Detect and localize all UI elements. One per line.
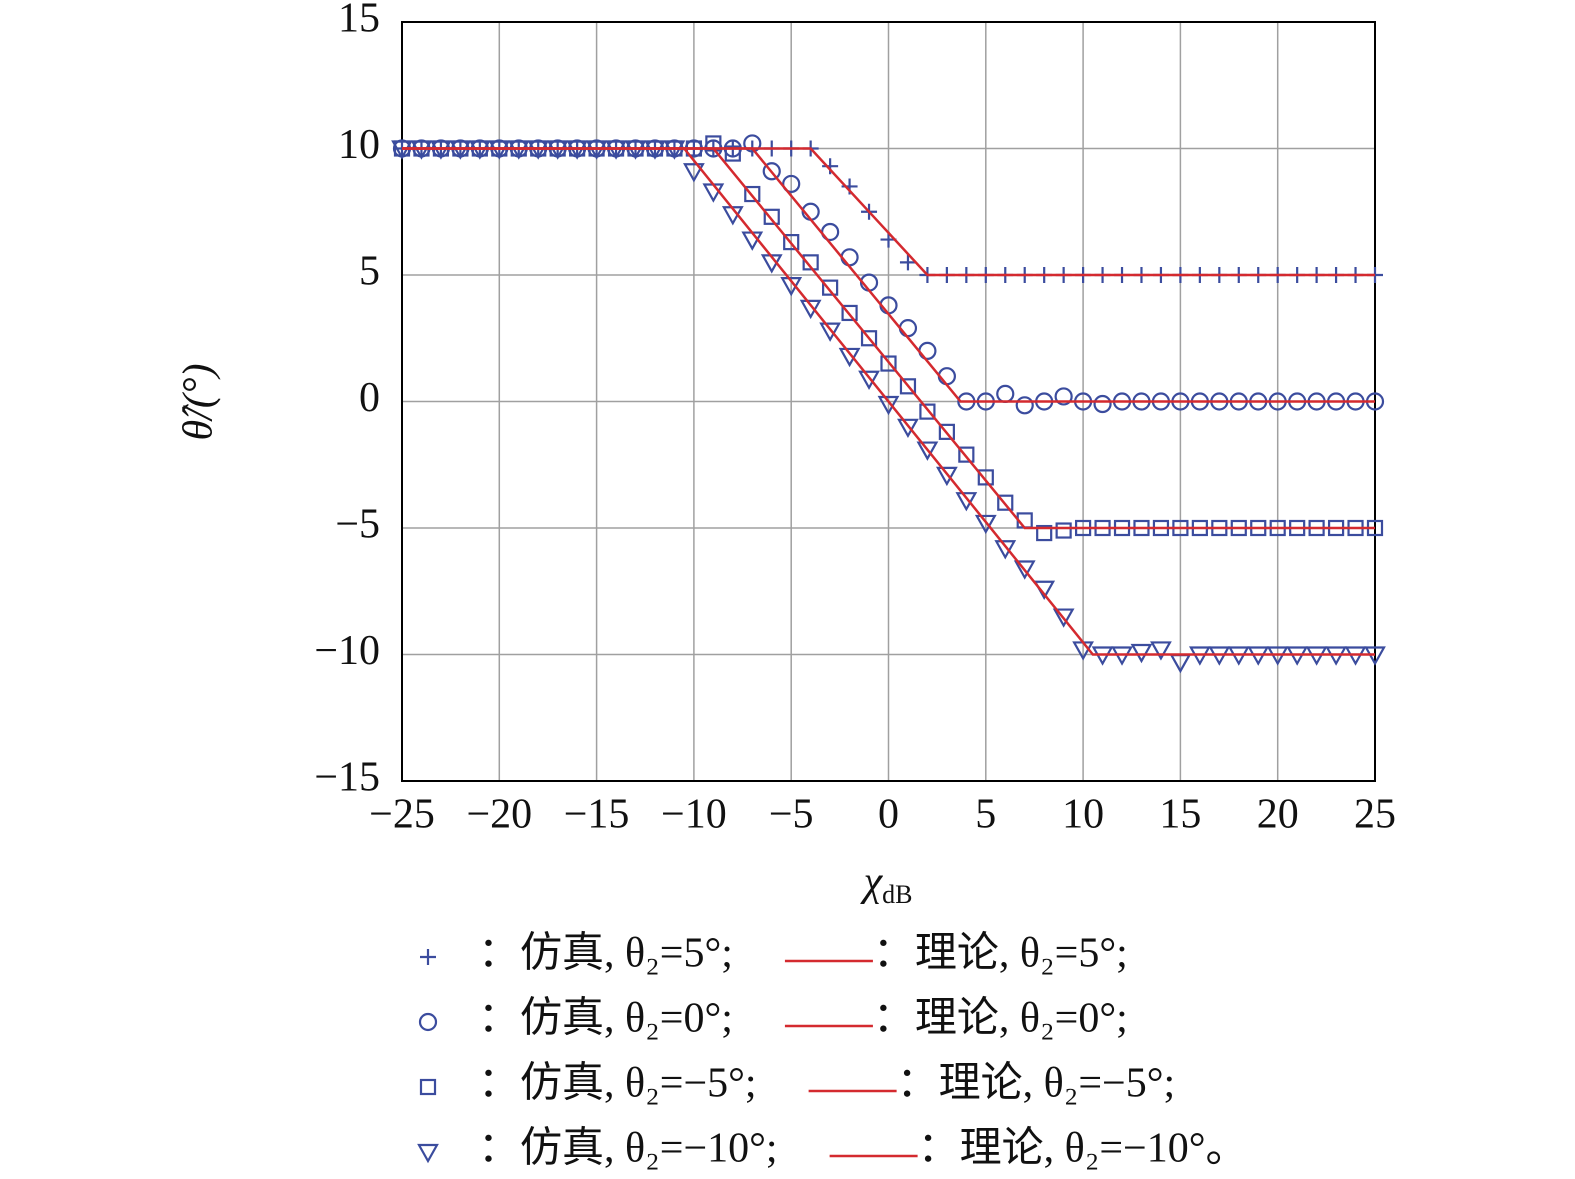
marker: [1015, 396, 1034, 415]
legend-marker: [420, 949, 436, 965]
marker: [1052, 608, 1075, 628]
y-tick-label: −5: [335, 502, 380, 548]
y-tick-label: −10: [314, 628, 380, 674]
legend-label: ：仿真, θ₂=−5°;: [478, 1061, 757, 1107]
marker: [880, 355, 897, 372]
marker: [683, 163, 705, 183]
marker: [763, 208, 780, 225]
legend-label: ：仿真, θ₂=0°;: [478, 996, 733, 1042]
marker: [994, 540, 1017, 560]
x-tick-label: −20: [466, 792, 532, 838]
marker: [858, 370, 880, 390]
marker: [977, 469, 994, 486]
x-tick-label: −10: [661, 792, 727, 838]
marker: [958, 446, 975, 463]
x-tick-label: −25: [369, 792, 435, 838]
x-tick-label: −15: [564, 792, 630, 838]
legend-marker: [419, 1078, 437, 1096]
marker: [1093, 394, 1112, 414]
y-axis-label: θ̂/(°): [176, 363, 222, 440]
marker: [919, 403, 936, 420]
y-tick-label: 0: [359, 375, 380, 421]
marker: [840, 248, 859, 267]
marker: [918, 341, 937, 360]
marker: [1054, 387, 1073, 406]
legend-label: ：理论, θ₂=5°;: [873, 931, 1128, 977]
legend-label: ：仿真, θ₂=5°;: [478, 931, 733, 977]
x-tick-label: 0: [878, 792, 899, 838]
legend-label: ：理论, θ₂=−5°;: [897, 1061, 1176, 1107]
marker: [822, 279, 839, 296]
marker: [935, 466, 958, 487]
legend-marker: [417, 1143, 439, 1164]
legend-label: ：理论, θ₂=0°;: [873, 996, 1128, 1042]
marker: [860, 330, 878, 347]
marker: [974, 514, 997, 535]
x-tick-label: 5: [975, 792, 996, 838]
marker: [897, 418, 919, 439]
x-tick-label: 25: [1354, 792, 1396, 838]
marker: [841, 304, 858, 322]
marker: [819, 322, 842, 342]
marker: [1150, 641, 1172, 661]
marker: [1055, 522, 1072, 539]
marker: [1036, 524, 1053, 542]
marker: [1130, 643, 1153, 664]
marker: [1013, 560, 1036, 580]
marker: [938, 423, 955, 440]
x-tick-label: 20: [1257, 792, 1299, 838]
x-axis-label: χdB: [860, 859, 913, 909]
legend-label: ：仿真, θ₂=−10°;: [478, 1126, 778, 1172]
marker: [743, 134, 762, 153]
x-tick-label: 15: [1159, 792, 1201, 838]
marker: [996, 384, 1015, 404]
marker: [877, 395, 900, 416]
legend-marker: [418, 1012, 438, 1032]
marker: [955, 492, 978, 512]
marker: [762, 162, 781, 181]
x-tick-label: −5: [769, 792, 814, 838]
legend-label: ：理论, θ₂=−10°。: [918, 1126, 1248, 1172]
marker: [724, 145, 741, 162]
marker: [899, 378, 917, 395]
marker: [744, 185, 761, 203]
marker: [916, 441, 939, 461]
theory-line: [402, 147, 1375, 656]
marker: [782, 174, 801, 194]
marker: [898, 319, 918, 338]
y-tick-label: 5: [359, 249, 380, 295]
marker: [899, 254, 916, 271]
x-tick-label: 10: [1062, 792, 1104, 838]
marker: [802, 254, 819, 271]
marker: [822, 158, 839, 175]
y-tick-label: −15: [314, 755, 380, 801]
y-tick-label: 10: [338, 122, 380, 168]
marker: [783, 234, 800, 251]
marker: [997, 494, 1014, 511]
y-tick-label: 15: [338, 0, 380, 42]
